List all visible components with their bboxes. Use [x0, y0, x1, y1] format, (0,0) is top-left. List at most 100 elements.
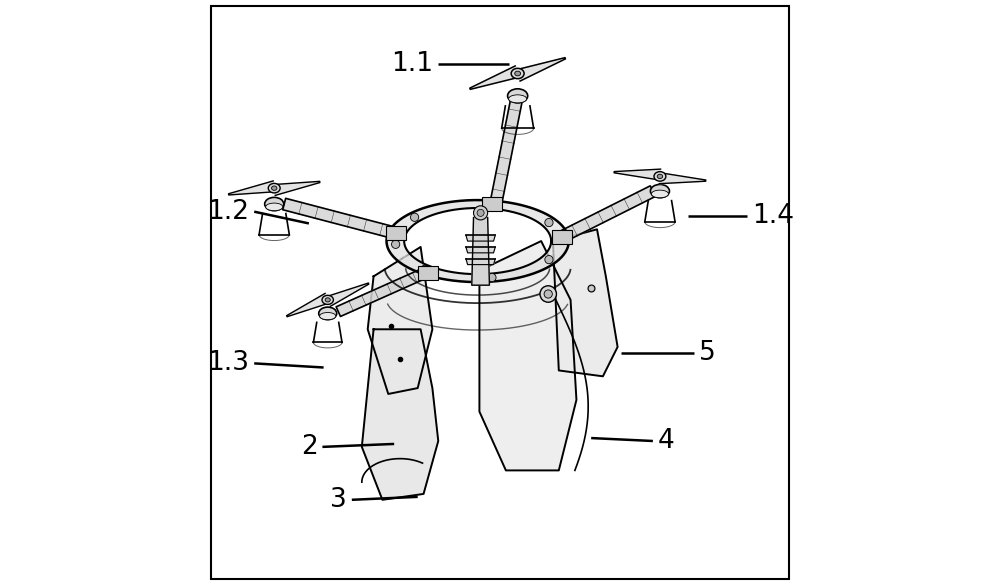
Polygon shape	[453, 202, 459, 209]
Polygon shape	[396, 256, 412, 260]
Polygon shape	[453, 273, 459, 280]
Polygon shape	[543, 222, 559, 226]
Polygon shape	[440, 203, 449, 211]
Polygon shape	[391, 252, 409, 255]
Polygon shape	[394, 224, 411, 228]
Text: 4: 4	[658, 428, 674, 454]
Polygon shape	[387, 244, 405, 246]
Polygon shape	[466, 247, 495, 253]
Polygon shape	[393, 225, 410, 229]
Polygon shape	[392, 252, 409, 256]
Polygon shape	[547, 228, 564, 231]
Polygon shape	[497, 273, 504, 280]
Polygon shape	[614, 169, 661, 180]
Polygon shape	[550, 234, 568, 236]
Polygon shape	[395, 223, 412, 228]
Circle shape	[540, 286, 556, 302]
FancyBboxPatch shape	[482, 197, 502, 211]
Polygon shape	[509, 204, 518, 212]
Polygon shape	[477, 274, 479, 282]
Polygon shape	[326, 283, 369, 306]
Polygon shape	[428, 206, 439, 213]
Ellipse shape	[268, 183, 280, 193]
Polygon shape	[387, 243, 404, 244]
Polygon shape	[362, 329, 438, 500]
Polygon shape	[491, 273, 496, 282]
Polygon shape	[530, 264, 544, 270]
Polygon shape	[502, 202, 509, 210]
Polygon shape	[427, 206, 438, 213]
Polygon shape	[468, 201, 471, 208]
Polygon shape	[470, 200, 473, 208]
Polygon shape	[419, 209, 432, 216]
Polygon shape	[473, 274, 476, 282]
Polygon shape	[548, 250, 565, 253]
Polygon shape	[393, 253, 410, 256]
Polygon shape	[513, 270, 523, 277]
Polygon shape	[549, 232, 567, 234]
Polygon shape	[408, 262, 423, 268]
Polygon shape	[549, 249, 566, 251]
Polygon shape	[487, 201, 491, 208]
Polygon shape	[540, 220, 557, 225]
Polygon shape	[444, 272, 452, 279]
Polygon shape	[514, 269, 525, 277]
Polygon shape	[548, 249, 566, 252]
Polygon shape	[387, 238, 404, 239]
Polygon shape	[479, 200, 481, 208]
Polygon shape	[490, 201, 494, 209]
Polygon shape	[506, 203, 514, 211]
Polygon shape	[389, 249, 407, 252]
Polygon shape	[480, 200, 483, 208]
Polygon shape	[398, 258, 414, 262]
Polygon shape	[466, 274, 470, 282]
Polygon shape	[391, 228, 408, 231]
Ellipse shape	[515, 71, 521, 76]
Polygon shape	[541, 257, 557, 262]
Polygon shape	[532, 213, 547, 219]
Ellipse shape	[508, 89, 528, 103]
Polygon shape	[419, 266, 432, 273]
Circle shape	[545, 219, 553, 226]
Polygon shape	[537, 217, 552, 222]
Polygon shape	[412, 264, 426, 270]
Polygon shape	[545, 253, 562, 257]
Polygon shape	[402, 217, 418, 222]
Ellipse shape	[325, 298, 330, 302]
Polygon shape	[411, 263, 425, 269]
Polygon shape	[451, 202, 457, 209]
Polygon shape	[494, 273, 500, 281]
Polygon shape	[549, 248, 567, 250]
Polygon shape	[405, 216, 420, 221]
Polygon shape	[399, 258, 415, 263]
Polygon shape	[287, 293, 329, 317]
Polygon shape	[406, 262, 421, 267]
Polygon shape	[528, 211, 541, 218]
Polygon shape	[545, 254, 562, 258]
Polygon shape	[542, 221, 558, 226]
Polygon shape	[530, 212, 544, 218]
Polygon shape	[387, 236, 405, 238]
Polygon shape	[458, 201, 463, 209]
Circle shape	[477, 209, 484, 216]
Polygon shape	[518, 268, 529, 275]
Polygon shape	[387, 240, 404, 242]
Polygon shape	[507, 203, 516, 211]
Polygon shape	[536, 260, 551, 266]
Ellipse shape	[272, 186, 277, 191]
Text: 1.1: 1.1	[392, 51, 434, 76]
Polygon shape	[550, 233, 568, 236]
Text: 1.4: 1.4	[752, 203, 794, 229]
Polygon shape	[445, 272, 453, 280]
Polygon shape	[421, 209, 433, 215]
Polygon shape	[427, 269, 438, 276]
Polygon shape	[428, 269, 439, 276]
Polygon shape	[418, 210, 430, 216]
Polygon shape	[551, 241, 569, 242]
Polygon shape	[526, 266, 538, 272]
Polygon shape	[533, 262, 548, 268]
Polygon shape	[545, 225, 562, 229]
Polygon shape	[388, 233, 406, 235]
Polygon shape	[535, 261, 550, 266]
Polygon shape	[442, 203, 450, 211]
